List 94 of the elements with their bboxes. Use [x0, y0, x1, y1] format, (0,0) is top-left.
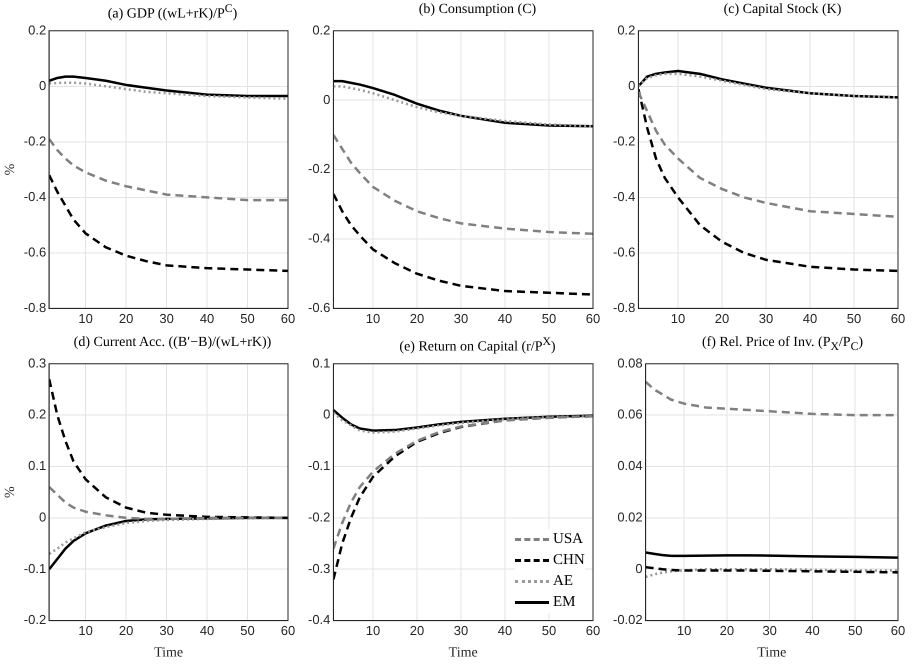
y-tick-label: -0.1: [308, 458, 330, 474]
x-tick-label: 60: [586, 622, 600, 638]
y-tick-label: -0.2: [308, 509, 330, 524]
x-tick-label: 40: [802, 310, 818, 326]
y-tick-label: 0: [38, 509, 46, 524]
y-tick-label: 0.1: [312, 355, 330, 370]
y-tick-label: 0.04: [617, 458, 643, 474]
x-tick-label: 60: [586, 310, 600, 326]
x-tick-label: 10: [78, 622, 93, 638]
legend-label: CHN: [553, 550, 585, 570]
y-tick-label: 0.1: [28, 458, 46, 474]
x-tick-label: 20: [118, 622, 134, 638]
y-tick-label: 0: [38, 78, 46, 93]
y-tick-label: 0: [635, 560, 643, 576]
y-tick-label: 0.2: [312, 22, 330, 38]
y-axis-title: %: [3, 486, 18, 498]
x-tick-label: 20: [410, 310, 424, 326]
x-tick-label: 20: [118, 310, 134, 326]
chart-title: (e) Return on Capital (r/P$^{X}$): [398, 335, 557, 356]
legend-label: USA: [553, 530, 584, 549]
line-series: [333, 134, 593, 236]
legend-label: EM: [553, 592, 576, 612]
line-series: [333, 414, 593, 550]
line-series: [49, 174, 288, 272]
x-tick-label: 30: [454, 310, 468, 326]
y-tick-label: -0.4: [308, 612, 330, 628]
x-tick-label: 30: [159, 310, 174, 326]
x-tick-label: 50: [240, 622, 255, 638]
x-axis-title: Time: [154, 645, 184, 660]
line-series: [646, 568, 898, 578]
x-tick-label: 10: [366, 310, 380, 326]
chart-title: (f) Rel. Price of Inv. (P$_{X}$/P$_{C}$): [700, 335, 864, 353]
line-series: [49, 81, 288, 100]
x-tick-label: 40: [498, 622, 512, 638]
y-tick-label: -0.8: [612, 300, 636, 315]
x-tick-label: 40: [200, 310, 214, 326]
y-tick-label: 0: [323, 406, 330, 422]
y-tick-label: -0.4: [612, 188, 636, 204]
y-tick-label: 0.2: [28, 406, 46, 422]
y-axis-title: %: [3, 163, 18, 176]
y-tick-label: 0.02: [617, 509, 643, 524]
y-tick-label: -0.2: [24, 612, 46, 628]
y-tick-label: -0.02: [612, 612, 643, 628]
chart-title: (c) Capital Stock (K): [722, 2, 842, 18]
x-tick-label: 50: [848, 622, 862, 638]
x-tick-label: 60: [890, 622, 906, 638]
line-series: [638, 88, 898, 272]
x-tick-label: 50: [542, 310, 556, 326]
y-tick-label: 0.3: [28, 355, 46, 370]
chart-title: (b) Consumption (C): [418, 2, 538, 18]
legend-label: AE: [553, 572, 573, 591]
y-tick-label: -0.2: [308, 161, 330, 176]
x-axis-title: Time: [448, 645, 478, 660]
x-tick-label: 50: [542, 622, 556, 638]
x-tick-label: 10: [78, 310, 93, 326]
y-tick-label: 0.08: [617, 355, 643, 370]
x-tick-label: 10: [670, 310, 686, 326]
y-tick-label: 0: [628, 78, 636, 93]
x-tick-label: 30: [758, 310, 774, 326]
y-tick-label: -0.4: [308, 230, 330, 246]
chart-title: (d) Current Acc. ((B′−B)/(wL+rK)): [72, 335, 272, 351]
line-series: [49, 138, 288, 202]
y-tick-label: 0: [323, 92, 330, 107]
y-tick-label: -0.4: [24, 188, 46, 204]
x-tick-label: 40: [200, 622, 214, 638]
x-tick-label: 20: [410, 622, 424, 638]
x-axis-title: Time: [757, 645, 786, 660]
x-tick-label: 50: [240, 310, 255, 326]
x-tick-label: 40: [805, 622, 820, 638]
chart-title: (a) GDP ((wL+rK)/P$^{C}$): [106, 2, 238, 23]
y-tick-label: -0.2: [24, 133, 46, 148]
y-tick-label: -0.1: [24, 560, 46, 576]
line-series: [333, 192, 593, 296]
y-tick-label: 0.2: [28, 22, 46, 38]
x-tick-label: 40: [498, 310, 512, 326]
x-tick-label: 60: [280, 622, 296, 638]
x-tick-label: 60: [890, 310, 906, 326]
y-tick-label: 0.06: [617, 406, 643, 422]
y-tick-label: 0.2: [617, 22, 636, 38]
y-tick-label: -0.6: [308, 300, 330, 315]
x-tick-label: 20: [714, 310, 730, 326]
x-tick-label: 30: [159, 622, 174, 638]
x-tick-label: 50: [846, 310, 862, 326]
x-tick-label: 30: [454, 622, 468, 638]
x-tick-label: 10: [366, 622, 380, 638]
x-tick-label: 20: [720, 622, 734, 638]
y-tick-label: -0.3: [308, 560, 330, 576]
y-tick-label: -0.6: [24, 244, 46, 260]
x-tick-label: 30: [762, 622, 777, 638]
y-tick-label: -0.2: [612, 133, 636, 148]
y-tick-label: -0.8: [24, 300, 46, 315]
y-tick-label: -0.6: [612, 244, 636, 260]
x-tick-label: 10: [676, 622, 692, 638]
x-tick-label: 60: [280, 310, 296, 326]
